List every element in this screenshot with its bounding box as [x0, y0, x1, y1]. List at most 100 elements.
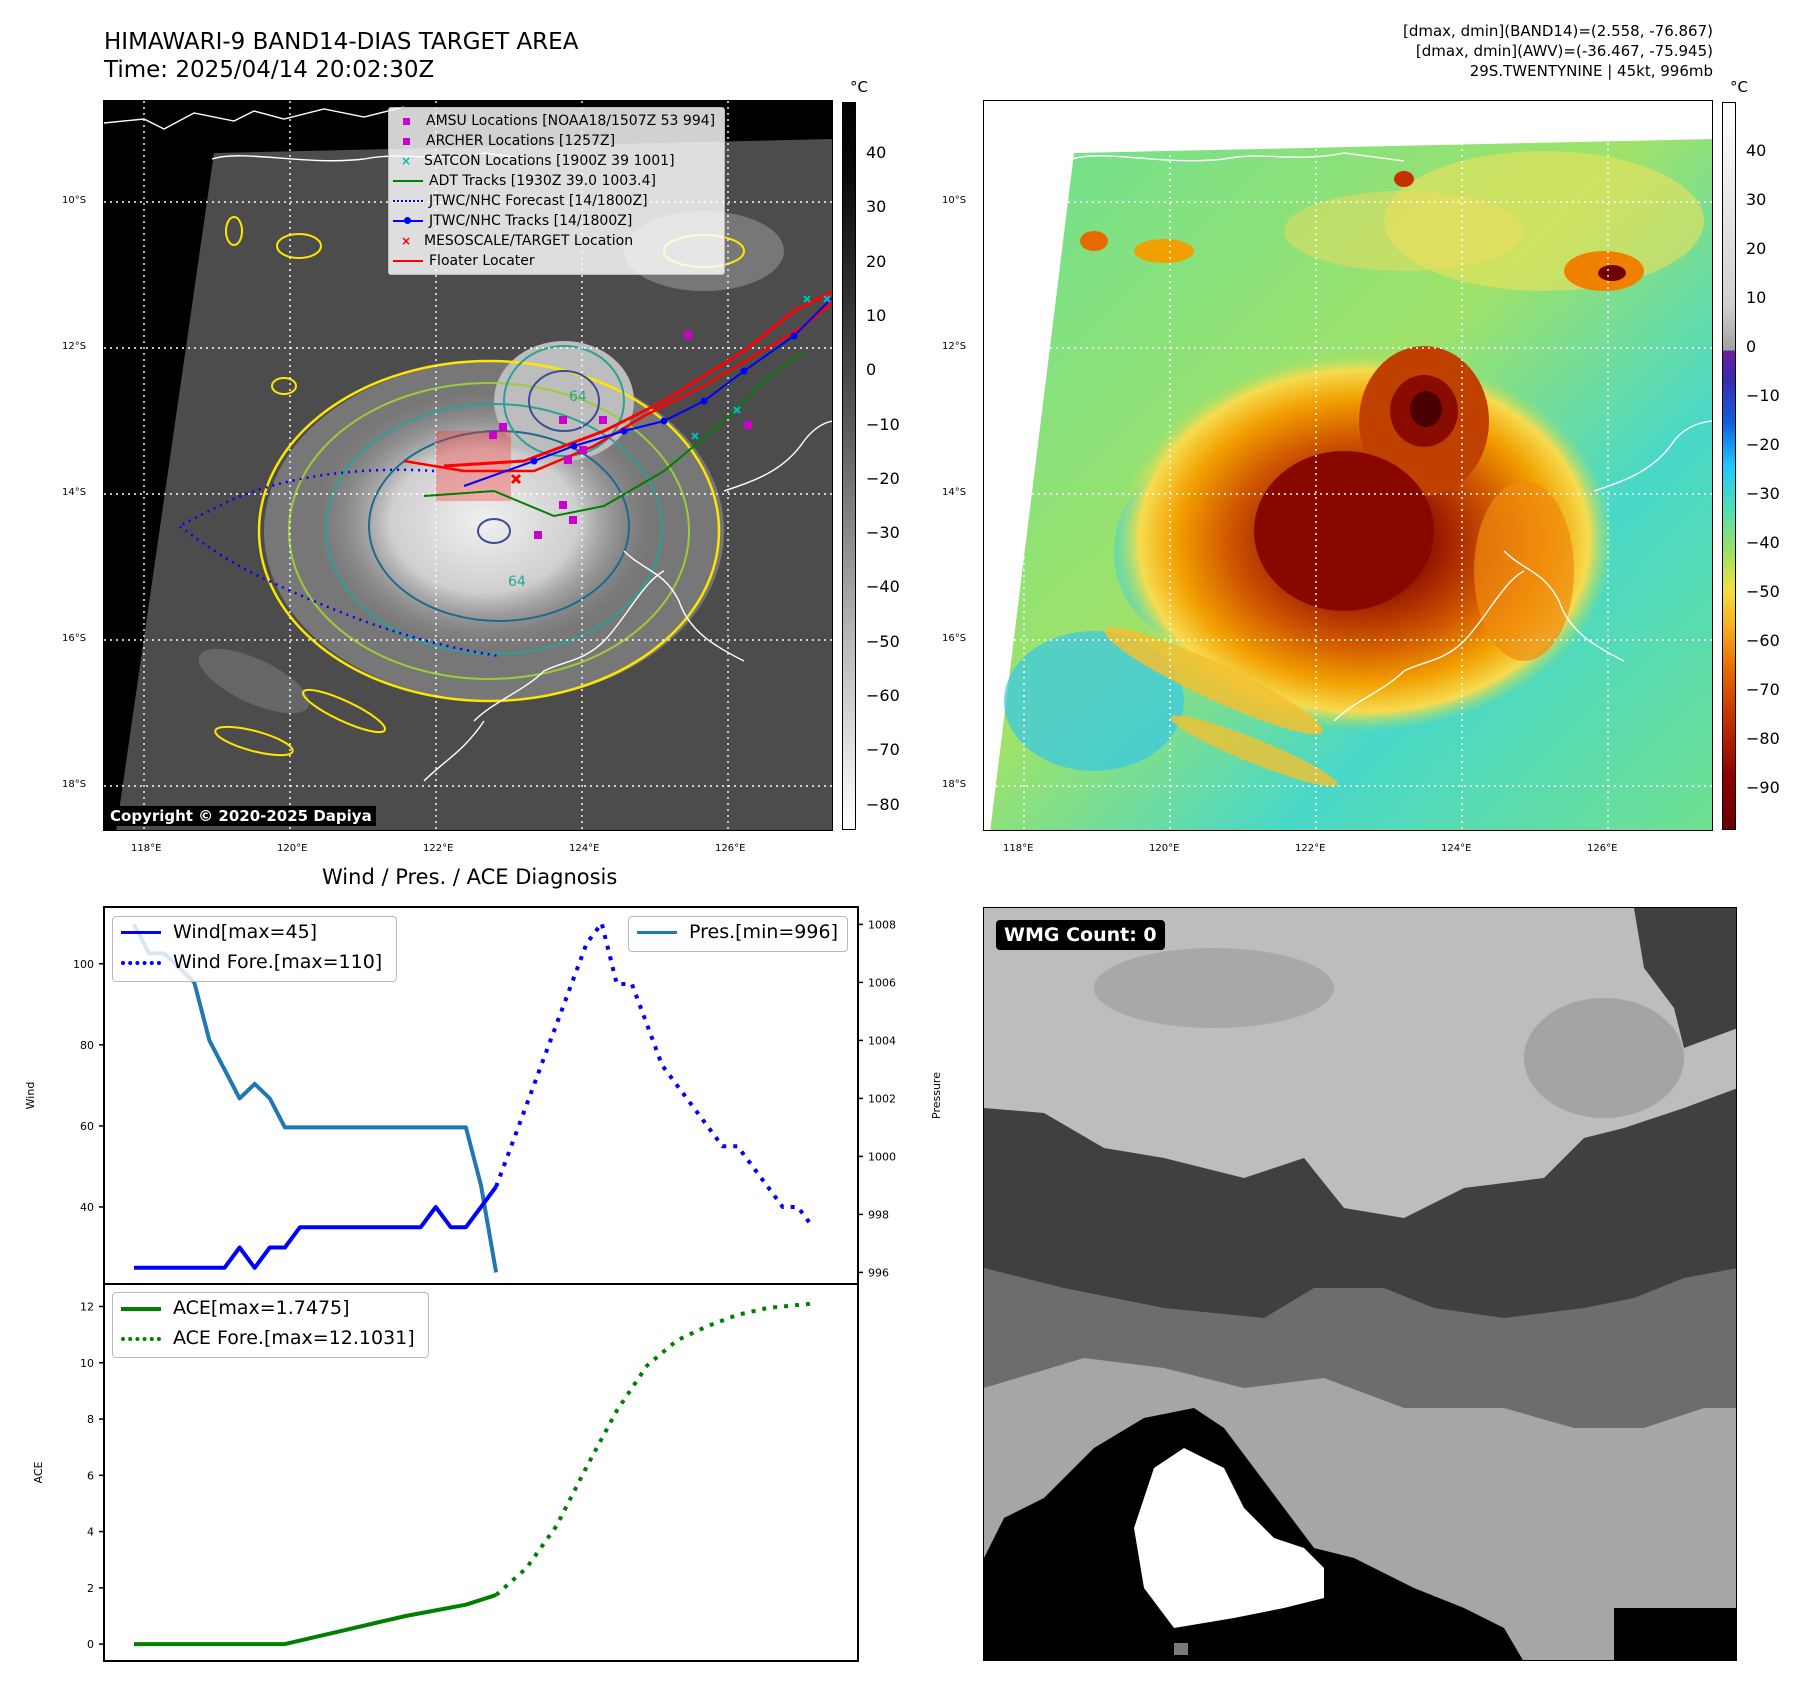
gray-colorbar-tick: 30: [866, 197, 887, 217]
wind-series-line: [134, 1185, 498, 1270]
lon-label-122e: 122°E: [423, 843, 454, 854]
pressure-tick-label: 1002: [868, 1092, 896, 1105]
awv-map-graphic: [984, 101, 1712, 830]
pressure-tick-label: 996: [868, 1266, 889, 1279]
ace-series-line: [134, 1593, 497, 1647]
awv-lat-label-14s: 14°S: [942, 487, 967, 498]
contour-label-a: 64: [508, 574, 526, 590]
contour-label-b: 64: [569, 389, 587, 405]
copyright-badge: Copyright © 2020-2025 Dapiya: [106, 806, 376, 826]
legend-item-ace: ACE[max=1.7475]: [121, 1297, 350, 1319]
adt-line-icon: [393, 180, 423, 182]
pressure-tick-label: 1000: [868, 1150, 896, 1163]
legend-item-jtwc-tracks: JTWC/NHC Tracks [14/1800Z]: [393, 213, 632, 229]
color-colorbar-tick: −80: [1746, 729, 1780, 748]
wind-tick-label: 60: [80, 1120, 94, 1133]
wind-forecast-series-line: [494, 921, 815, 1229]
ace-tick-label: 6: [87, 1469, 94, 1482]
color-colorbar-tick: 0: [1746, 337, 1757, 356]
legend-item-satcon: × SATCON Locations [1900Z 39 1001]: [401, 153, 675, 169]
wmg-count-badge: WMG Count: 0: [996, 920, 1165, 950]
wind-line-icon: [121, 931, 161, 934]
wind-tick-label: 80: [80, 1039, 94, 1052]
awv-lon-label-122e: 122°E: [1295, 843, 1326, 854]
awv-lat-label-12s: 12°S: [942, 341, 967, 352]
legend-item-jtwc-forecast: JTWC/NHC Forecast [14/1800Z]: [393, 193, 648, 209]
satcon-marker-icon: ×: [401, 154, 412, 168]
pressure-line-icon: [637, 931, 677, 934]
awv-lon-label-118e: 118°E: [1003, 843, 1034, 854]
ace-tick-label: 4: [87, 1526, 94, 1539]
info-band14-range: [dmax, dmin](BAND14)=(2.558, -76.867): [1402, 22, 1713, 40]
ace-tick-label: 0: [87, 1638, 94, 1651]
gray-colorbar-tick: 10: [866, 305, 887, 325]
diagnosis-title: Wind / Pres. / ACE Diagnosis: [322, 865, 618, 889]
lat-label-14s: 14°S: [62, 487, 87, 498]
wmg-panel: WMG Count: 0: [983, 907, 1737, 1661]
wind-axis-label: Wind: [24, 1082, 37, 1110]
band14-map: 64 64: [103, 100, 833, 831]
pressure-tick-label: 1008: [868, 918, 896, 931]
color-colorbar-tick: −20: [1746, 435, 1780, 454]
gray-colorbar-unit: °C: [850, 78, 868, 96]
lon-label-124e: 124°E: [569, 843, 600, 854]
gray-colorbar-tick: 40: [866, 143, 887, 162]
wind-legend: Wind[max=45] Wind Fore.[max=110]: [112, 916, 397, 982]
archer-marker-icon: [403, 138, 410, 145]
awv-lat-label-10s: 10°S: [942, 195, 967, 206]
color-colorbar-tick: 30: [1746, 190, 1767, 209]
lat-label-10s: 10°S: [62, 195, 87, 206]
awv-lat-label-18s: 18°S: [942, 779, 967, 790]
floater-line-icon: [393, 260, 423, 262]
lon-label-126e: 126°E: [715, 843, 746, 854]
ace-tick-label: 10: [80, 1357, 94, 1370]
chart-title: HIMAWARI-9 BAND14-DIAS TARGET AREA: [104, 29, 579, 55]
amsu-marker-icon: [403, 118, 410, 125]
awv-map: [983, 100, 1713, 831]
awv-map-gridlines: [984, 101, 1712, 830]
color-colorbar: [1722, 102, 1736, 830]
color-colorbar-tick: −60: [1746, 631, 1780, 650]
pressure-tick-label: 1004: [868, 1034, 896, 1047]
ace-legend: ACE[max=1.7475] ACE Fore.[max=12.1031]: [112, 1292, 429, 1358]
forecast-line-icon: [393, 200, 423, 202]
info-awv-range: [dmax, dmin](AWV)=(-36.467, -75.945): [1415, 42, 1713, 60]
color-colorbar-tick: −90: [1746, 778, 1780, 797]
pressure-axis-label: Pressure: [930, 1072, 943, 1119]
legend-item-adt: ADT Tracks [1930Z 39.0 1003.4]: [393, 173, 656, 189]
gray-colorbar: [842, 102, 856, 830]
legend-item-amsu: AMSU Locations [NOAA18/1507Z 53 994]: [403, 113, 715, 129]
color-colorbar-unit: °C: [1730, 78, 1748, 96]
wind-forecast-line-icon: [121, 960, 161, 965]
lat-label-12s: 12°S: [62, 341, 87, 352]
gray-colorbar-tick: −50: [866, 631, 900, 651]
info-storm: 29S.TWENTYNINE | 45kt, 996mb: [1469, 62, 1713, 80]
lat-label-16s: 16°S: [62, 633, 87, 644]
ace-axis-label: ACE: [32, 1461, 45, 1483]
awv-lon-label-120e: 120°E: [1149, 843, 1180, 854]
color-colorbar-tick: −70: [1746, 680, 1780, 699]
ace-tick-label: 2: [87, 1582, 94, 1595]
gray-colorbar-tick: −80: [866, 794, 900, 814]
target-marker-icon: ×: [401, 234, 412, 248]
chart-time: Time: 2025/04/14 20:02:30Z: [104, 57, 435, 83]
track-line-icon: [393, 217, 423, 224]
wind-tick-label: 40: [80, 1201, 94, 1214]
ace-line-icon: [121, 1306, 161, 1311]
color-colorbar-tick: −50: [1746, 582, 1780, 601]
awv-lat-label-16s: 16°S: [942, 633, 967, 644]
legend-item-target: × MESOSCALE/TARGET Location: [401, 233, 634, 249]
gray-colorbar-tick: 20: [866, 251, 887, 271]
color-colorbar-tick: 20: [1746, 239, 1767, 258]
wind-tick-label: 100: [73, 958, 94, 971]
gray-colorbar-tick: −10: [866, 414, 900, 434]
gray-colorbar-tick: −30: [866, 523, 900, 543]
legend-item-archer: ARCHER Locations [1257Z]: [403, 133, 615, 149]
pressure-tick-label: 998: [868, 1208, 889, 1221]
ace-forecast-series-line: [494, 1301, 814, 1597]
legend-item-ace-forecast: ACE Fore.[max=12.1031]: [121, 1327, 415, 1349]
ace-tick-label: 12: [80, 1301, 94, 1314]
gray-colorbar-tick: −20: [866, 468, 900, 488]
ace-forecast-line-icon: [121, 1336, 161, 1341]
color-colorbar-tick: 40: [1746, 141, 1767, 160]
